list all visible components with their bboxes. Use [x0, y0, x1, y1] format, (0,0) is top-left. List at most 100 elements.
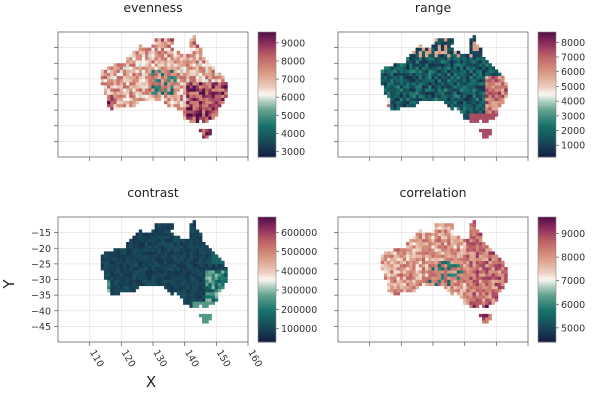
- heatmap-cell: [428, 94, 432, 98]
- heatmap-cell: [469, 119, 473, 123]
- heatmap-cell: [179, 248, 184, 252]
- heatmap-cell: [472, 245, 477, 249]
- heatmap-cell: [431, 75, 435, 80]
- heatmap-cell: [202, 100, 206, 105]
- heatmap-cell: [485, 320, 489, 324]
- heatmap-cell: [192, 53, 197, 58]
- heatmap-cell: [456, 78, 461, 83]
- heatmap-cell: [107, 78, 111, 83]
- heatmap-cell: [504, 85, 508, 89]
- heatmap-cell: [176, 251, 181, 255]
- heatmap-cell: [482, 107, 486, 111]
- heatmap-cell: [195, 304, 200, 308]
- colorbar-segment: [538, 98, 556, 102]
- heatmap-cell: [485, 273, 489, 277]
- heatmap-cell: [459, 103, 464, 108]
- heatmap-cell: [170, 82, 174, 86]
- heatmap-cell: [160, 267, 165, 271]
- heatmap-cell: [485, 298, 489, 302]
- heatmap-cell: [154, 270, 159, 274]
- heatmap-cell: [173, 242, 178, 246]
- heatmap-cell: [390, 273, 394, 277]
- heatmap-cell: [122, 100, 127, 105]
- heatmap-cell: [437, 282, 442, 287]
- heatmap-cell: [469, 88, 473, 92]
- heatmap-cell: [183, 263, 187, 268]
- heatmap-cell: [195, 288, 200, 293]
- heatmap-cell: [437, 94, 442, 98]
- heatmap-cell: [186, 69, 190, 73]
- heatmap-cell: [179, 97, 184, 102]
- heatmap-cell: [189, 97, 193, 102]
- heatmap-cell: [189, 223, 193, 227]
- colorbar-segment: [538, 246, 556, 249]
- heatmap-cell: [491, 110, 496, 114]
- heatmap-cell: [444, 235, 448, 240]
- heatmap-cell: [110, 97, 114, 102]
- heatmap-cell: [472, 282, 477, 287]
- heatmap-cell: [195, 103, 200, 108]
- heatmap-cell: [167, 238, 171, 243]
- colorbar-segment: [258, 329, 276, 333]
- colorbar-segment: [538, 61, 556, 64]
- heatmap-cell: [129, 267, 133, 271]
- heatmap-cell: [141, 85, 146, 89]
- heatmap-cell: [132, 248, 136, 252]
- heatmap-cell: [418, 44, 423, 48]
- heatmap-cell: [478, 91, 483, 95]
- heatmap-cell: [475, 273, 480, 277]
- heatmap-cell: [170, 100, 174, 105]
- heatmap-cell: [122, 285, 127, 290]
- heatmap-cell: [148, 248, 152, 252]
- heatmap-cell: [132, 63, 136, 67]
- heatmap-cell: [122, 78, 127, 83]
- heatmap-cell: [402, 100, 407, 105]
- heatmap-cell: [211, 66, 216, 70]
- heatmap-cell: [214, 94, 219, 98]
- heatmap-cell: [494, 288, 499, 293]
- heatmap-cell: [170, 285, 174, 290]
- heatmap-cell: [406, 78, 410, 83]
- heatmap-cell: [485, 75, 489, 80]
- heatmap-cell: [132, 279, 136, 283]
- heatmap-cell: [402, 85, 407, 89]
- heatmap-cell: [383, 78, 388, 83]
- heatmap-cell: [154, 44, 159, 48]
- heatmap-cell: [459, 94, 464, 98]
- heatmap-cell: [399, 103, 404, 108]
- heatmap-cell: [444, 38, 448, 42]
- colorbar-frame: [537, 216, 557, 343]
- heatmap-cell: [148, 238, 152, 243]
- heatmap-cell: [390, 103, 394, 108]
- heatmap-cell: [406, 267, 410, 271]
- heatmap-cell: [428, 69, 432, 73]
- colorbar-segment: [258, 229, 276, 233]
- heatmap-cell: [116, 100, 121, 105]
- heatmap-cell: [409, 238, 413, 243]
- heatmap-cell: [434, 47, 439, 52]
- heatmap-cell: [475, 110, 480, 114]
- heatmap-cell: [387, 254, 391, 258]
- heatmap-cell: [434, 238, 439, 243]
- heatmap-cell: [138, 263, 143, 268]
- heatmap-cell: [409, 60, 413, 64]
- colorbar-segment: [538, 227, 556, 230]
- heatmap-cell: [208, 88, 212, 92]
- heatmap-cell: [119, 72, 124, 77]
- heatmap-cell: [224, 94, 228, 98]
- heatmap-cell: [447, 260, 451, 265]
- heatmap-cell: [453, 63, 458, 67]
- heatmap-cell: [148, 257, 152, 262]
- heatmap-cell: [145, 260, 149, 265]
- heatmap-cell: [205, 103, 209, 108]
- heatmap-cell: [383, 267, 388, 271]
- heatmap-cell: [440, 276, 445, 280]
- heatmap-cell: [198, 57, 203, 61]
- heatmap-cell: [387, 263, 391, 268]
- heatmap-cell: [164, 257, 168, 262]
- heatmap-cell: [221, 78, 225, 83]
- heatmap-cell: [122, 279, 127, 283]
- heatmap-cell: [450, 85, 454, 89]
- heatmap-cell: [160, 69, 165, 73]
- heatmap-cell: [205, 301, 209, 305]
